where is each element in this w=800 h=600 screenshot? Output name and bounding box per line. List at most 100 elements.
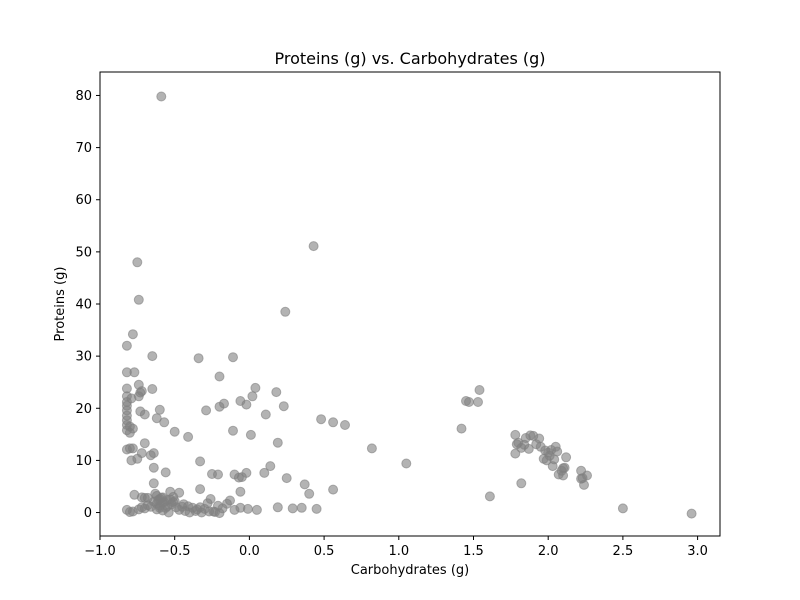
data-point: [260, 409, 271, 420]
data-point: [474, 385, 485, 395]
data-point: [241, 399, 252, 410]
x-axis: −1.0 −0.5 0.0 0.5 1.0 1.5 2.0 2.5 3.0: [84, 536, 708, 559]
data-point: [464, 397, 474, 407]
x-tick-label: 0.0: [239, 544, 260, 559]
data-point: [278, 401, 289, 412]
data-point: [686, 508, 697, 519]
x-tick-label: −1.0: [84, 544, 116, 559]
data-point: [214, 371, 225, 382]
data-point: [247, 391, 258, 402]
y-tick-label: 30: [75, 350, 92, 365]
data-point: [139, 438, 150, 449]
y-tick-label: 10: [75, 454, 92, 469]
data-point: [308, 241, 319, 252]
data-point: [129, 367, 140, 378]
data-point: [251, 504, 262, 515]
chart-title: Proteins (g) vs. Carbohydrates (g): [274, 49, 545, 68]
data-point: [280, 306, 291, 317]
data-point: [340, 420, 350, 430]
data-point: [148, 448, 159, 459]
data-point: [304, 488, 315, 499]
data-point: [121, 340, 132, 351]
data-point: [281, 473, 292, 484]
x-tick-label: 1.0: [388, 544, 409, 559]
data-point: [148, 478, 159, 489]
data-point: [154, 404, 165, 415]
data-point: [160, 467, 171, 478]
data-point: [157, 505, 168, 516]
data-point: [169, 426, 180, 437]
y-tick-label: 50: [75, 245, 92, 260]
data-point: [265, 461, 276, 472]
data-point: [151, 413, 162, 424]
y-tick-label: 80: [75, 89, 92, 104]
y-tick-label: 60: [75, 193, 92, 208]
data-point: [473, 397, 483, 407]
data-point: [174, 487, 185, 498]
data-point: [271, 387, 282, 398]
points-layer: [121, 91, 697, 519]
data-point: [328, 417, 339, 428]
y-tick-label: 0: [84, 506, 92, 521]
data-point: [127, 329, 138, 340]
x-tick-label: −0.5: [159, 544, 191, 559]
data-point: [617, 503, 628, 514]
data-point: [316, 414, 327, 425]
data-point: [287, 503, 298, 514]
data-point: [235, 486, 246, 497]
data-point: [219, 398, 229, 409]
data-point: [401, 458, 412, 469]
data-point: [510, 448, 521, 459]
data-point: [299, 479, 310, 490]
data-point: [147, 384, 158, 394]
data-point: [534, 433, 545, 444]
data-point: [311, 503, 322, 514]
data-point: [147, 351, 158, 362]
data-point: [124, 427, 135, 438]
y-axis: 0 10 20 30 40 50 60 70 80: [75, 89, 100, 521]
y-tick-label: 40: [75, 298, 92, 313]
data-point: [328, 484, 339, 495]
data-point: [195, 484, 206, 495]
data-point: [540, 445, 551, 456]
data-point: [133, 294, 144, 305]
data-point: [242, 503, 253, 514]
data-point: [139, 409, 150, 420]
data-point: [549, 454, 560, 465]
data-point: [272, 437, 283, 448]
data-point: [366, 443, 377, 454]
data-point: [132, 257, 143, 268]
data-point: [516, 478, 527, 489]
y-tick-label: 20: [75, 402, 92, 417]
y-tick-label: 70: [75, 141, 92, 156]
data-point: [241, 467, 252, 478]
data-point: [484, 491, 495, 502]
data-point: [205, 494, 216, 504]
data-point: [456, 423, 467, 434]
data-point: [201, 405, 212, 416]
x-tick-label: 1.5: [463, 544, 484, 559]
data-point: [272, 502, 283, 513]
data-point: [558, 463, 569, 474]
data-point: [523, 443, 534, 454]
data-point: [132, 453, 143, 464]
x-axis-label: Carbohydrates (g): [351, 563, 470, 578]
data-point: [576, 473, 587, 484]
data-point: [148, 462, 159, 473]
x-tick-label: 2.5: [613, 544, 634, 559]
x-tick-label: 2.0: [538, 544, 559, 559]
data-point: [228, 352, 238, 363]
x-tick-label: 3.0: [687, 544, 708, 559]
data-point: [561, 452, 572, 463]
data-point: [193, 353, 204, 364]
y-axis-label: Proteins (g): [53, 267, 68, 342]
data-point: [126, 393, 137, 404]
x-tick-label: 0.5: [314, 544, 335, 559]
data-point: [225, 495, 235, 506]
data-point: [228, 425, 238, 436]
data-point: [156, 91, 167, 102]
data-point: [259, 467, 270, 478]
data-point: [213, 469, 223, 480]
